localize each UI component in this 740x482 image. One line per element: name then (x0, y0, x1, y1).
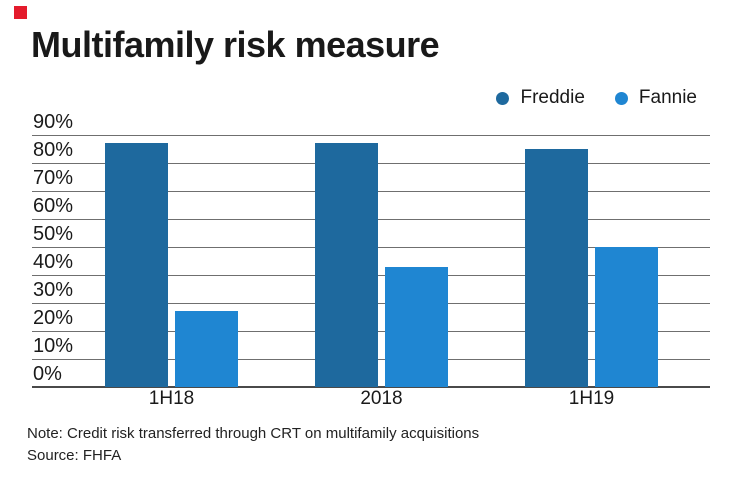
legend-label: Freddie (520, 87, 585, 108)
y-tick-label: 80% (33, 139, 74, 161)
legend: Freddie Fannie (496, 87, 697, 109)
x-category-label: 1H18 (148, 388, 195, 409)
legend-dot-icon (496, 91, 510, 105)
x-category-label: 1H19 (568, 388, 615, 409)
bar-fannie-1h18 (175, 311, 238, 387)
x-category-label: 2018 (360, 388, 403, 409)
y-tick-label: 0% (33, 363, 62, 385)
legend-item-fannie: Fannie (614, 87, 697, 109)
y-tick-label: 50% (33, 223, 74, 245)
y-tick-label: 40% (33, 251, 74, 273)
bar-freddie-2018 (315, 143, 378, 387)
legend-label: Fannie (638, 87, 697, 108)
footnote-source: Source: FHFA (27, 447, 122, 464)
bar-fannie-2018 (385, 267, 448, 387)
footnote: Note: Credit risk transferred through CR… (27, 423, 479, 467)
gridline (32, 135, 710, 136)
bar-fannie-1h19 (595, 247, 658, 387)
brand-mark (14, 6, 27, 19)
y-tick-label: 20% (33, 307, 74, 329)
bar-freddie-1h19 (525, 149, 588, 387)
x-axis-baseline (32, 386, 710, 388)
y-tick-label: 90% (33, 111, 74, 133)
y-tick-label: 10% (33, 335, 74, 357)
legend-item-freddie: Freddie (496, 87, 585, 109)
y-tick-label: 60% (33, 195, 74, 217)
y-tick-label: 30% (33, 279, 74, 301)
bar-freddie-1h18 (105, 143, 168, 387)
chart-title: Multifamily risk measure (31, 24, 440, 65)
y-tick-label: 70% (33, 167, 74, 189)
footnote-note: Note: Credit risk transferred through CR… (27, 425, 480, 442)
legend-dot-icon (614, 91, 628, 105)
